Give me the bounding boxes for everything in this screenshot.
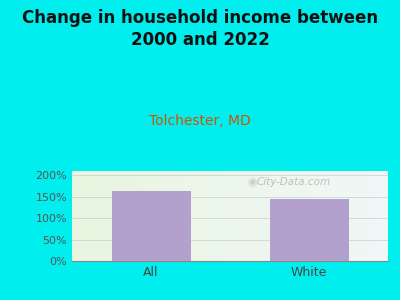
Bar: [112, 191, 190, 261]
Bar: [270, 199, 348, 261]
Text: City-Data.com: City-Data.com: [256, 177, 330, 187]
Text: Tolchester, MD: Tolchester, MD: [149, 114, 251, 128]
Text: Change in household income between
2000 and 2022: Change in household income between 2000 …: [22, 9, 378, 49]
Text: ◉: ◉: [247, 177, 257, 187]
